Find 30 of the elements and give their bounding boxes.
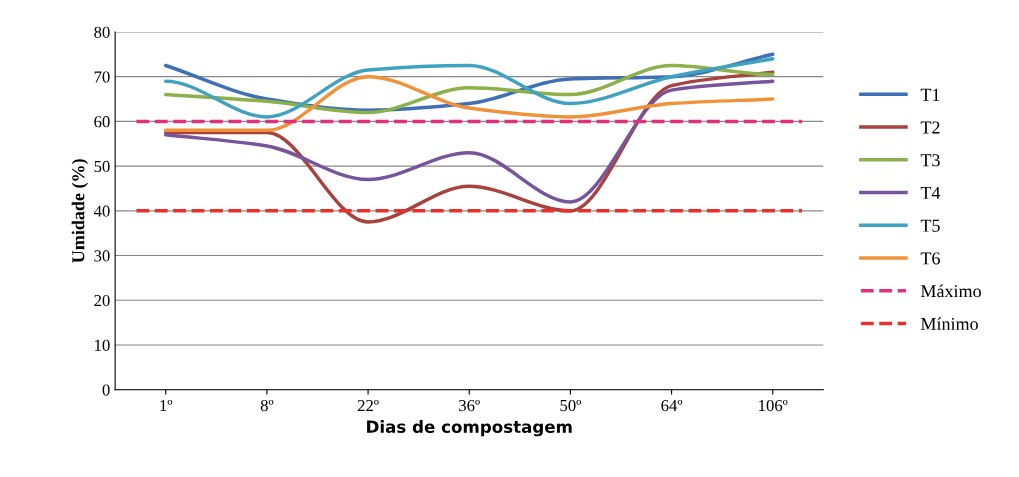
x-tick-label: 8º <box>260 399 274 412</box>
x-tick-label: 106º <box>759 399 788 412</box>
line-series <box>163 74 775 133</box>
legend-label: T1 <box>920 88 940 101</box>
y-tick-label: 80 <box>94 26 110 38</box>
y-tick-label: 40 <box>93 205 110 217</box>
y-tick-label: 20 <box>94 294 110 307</box>
legend-label: Máximo <box>920 284 981 298</box>
y-tick-label: 10 <box>95 339 110 351</box>
x-tick-label: 22º <box>357 399 379 411</box>
legend-label: T2 <box>920 121 940 134</box>
legend-label: T5 <box>920 219 940 232</box>
legend-label: Mínimo <box>920 317 978 330</box>
line-series <box>163 79 775 204</box>
x-axis-title: Dias de compostagem <box>367 420 572 437</box>
legend-label: T4 <box>920 186 941 199</box>
y-axis-title: Umidade (%) <box>71 159 89 263</box>
x-tick-label: 50º <box>560 399 582 412</box>
y-tick-label: 60 <box>94 116 110 128</box>
legend-label: T6 <box>920 252 940 265</box>
y-tick-label: 50 <box>94 160 110 173</box>
y-tick-label: 0 <box>102 384 110 396</box>
line-series <box>163 57 775 119</box>
y-tick-label: 30 <box>94 250 110 262</box>
legend-label: T3 <box>920 154 940 167</box>
x-tick-label: 36º <box>459 399 480 412</box>
x-tick-label: 64º <box>661 399 683 412</box>
y-tick-label: 70 <box>94 71 110 83</box>
x-tick-label: 1º <box>160 399 173 411</box>
line-series <box>163 63 775 115</box>
